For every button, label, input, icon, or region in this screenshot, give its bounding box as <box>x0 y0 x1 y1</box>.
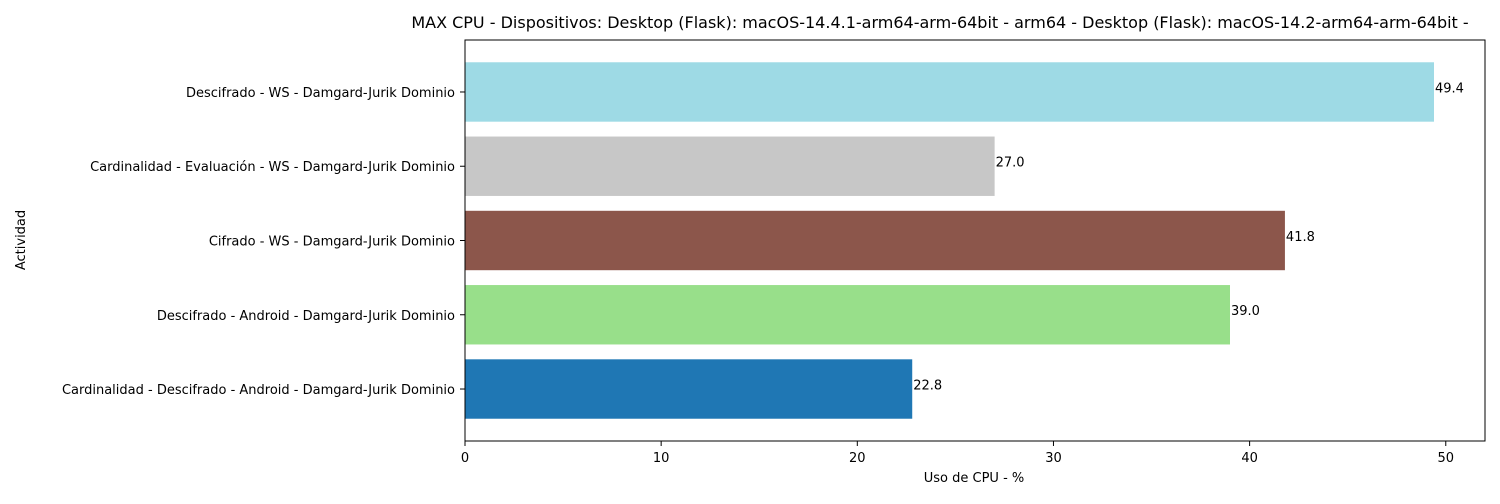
bars-layer <box>465 62 1434 419</box>
x-tick-label: 40 <box>1241 451 1258 466</box>
x-tick-label: 10 <box>653 451 670 466</box>
bar <box>465 62 1434 122</box>
y-tick-label: Descifrado - WS - Damgard-Jurik Dominio <box>186 86 455 101</box>
bar <box>465 285 1230 345</box>
x-tick-label: 20 <box>849 451 866 466</box>
bar <box>465 136 995 196</box>
chart-title: MAX CPU - Dispositivos: Desktop (Flask):… <box>411 13 1468 32</box>
plot-frame <box>464 39 1486 442</box>
bar-value-label: 49.4 <box>1435 81 1464 96</box>
bar-value-label: 41.8 <box>1286 230 1315 245</box>
x-tick-label: 0 <box>461 451 469 466</box>
x-tick-label: 30 <box>1045 451 1062 466</box>
y-tick-label: Cardinalidad - Evaluación - WS - Damgard… <box>90 160 455 175</box>
y-tick-label: Descifrado - Android - Damgard-Jurik Dom… <box>157 309 455 324</box>
x-tick-label: 50 <box>1437 451 1454 466</box>
bar <box>465 210 1285 271</box>
y-tick-label: Cifrado - WS - Damgard-Jurik Dominio <box>209 235 455 250</box>
data-labels-layer: 22.8 39.0 41.8 27.0 49.4 <box>913 81 1464 393</box>
axes-layer: Cardinalidad - Descifrado - Android - Da… <box>62 39 1486 466</box>
bar <box>465 359 913 419</box>
bar-value-label: 27.0 <box>996 156 1025 171</box>
bar-value-label: 22.8 <box>913 378 942 393</box>
y-axis-title: Actividad <box>14 210 29 270</box>
y-tick-label: Cardinalidad - Descifrado - Android - Da… <box>62 383 455 398</box>
bar-value-label: 39.0 <box>1231 304 1260 319</box>
x-axis-title: Uso de CPU - % <box>924 471 1025 486</box>
